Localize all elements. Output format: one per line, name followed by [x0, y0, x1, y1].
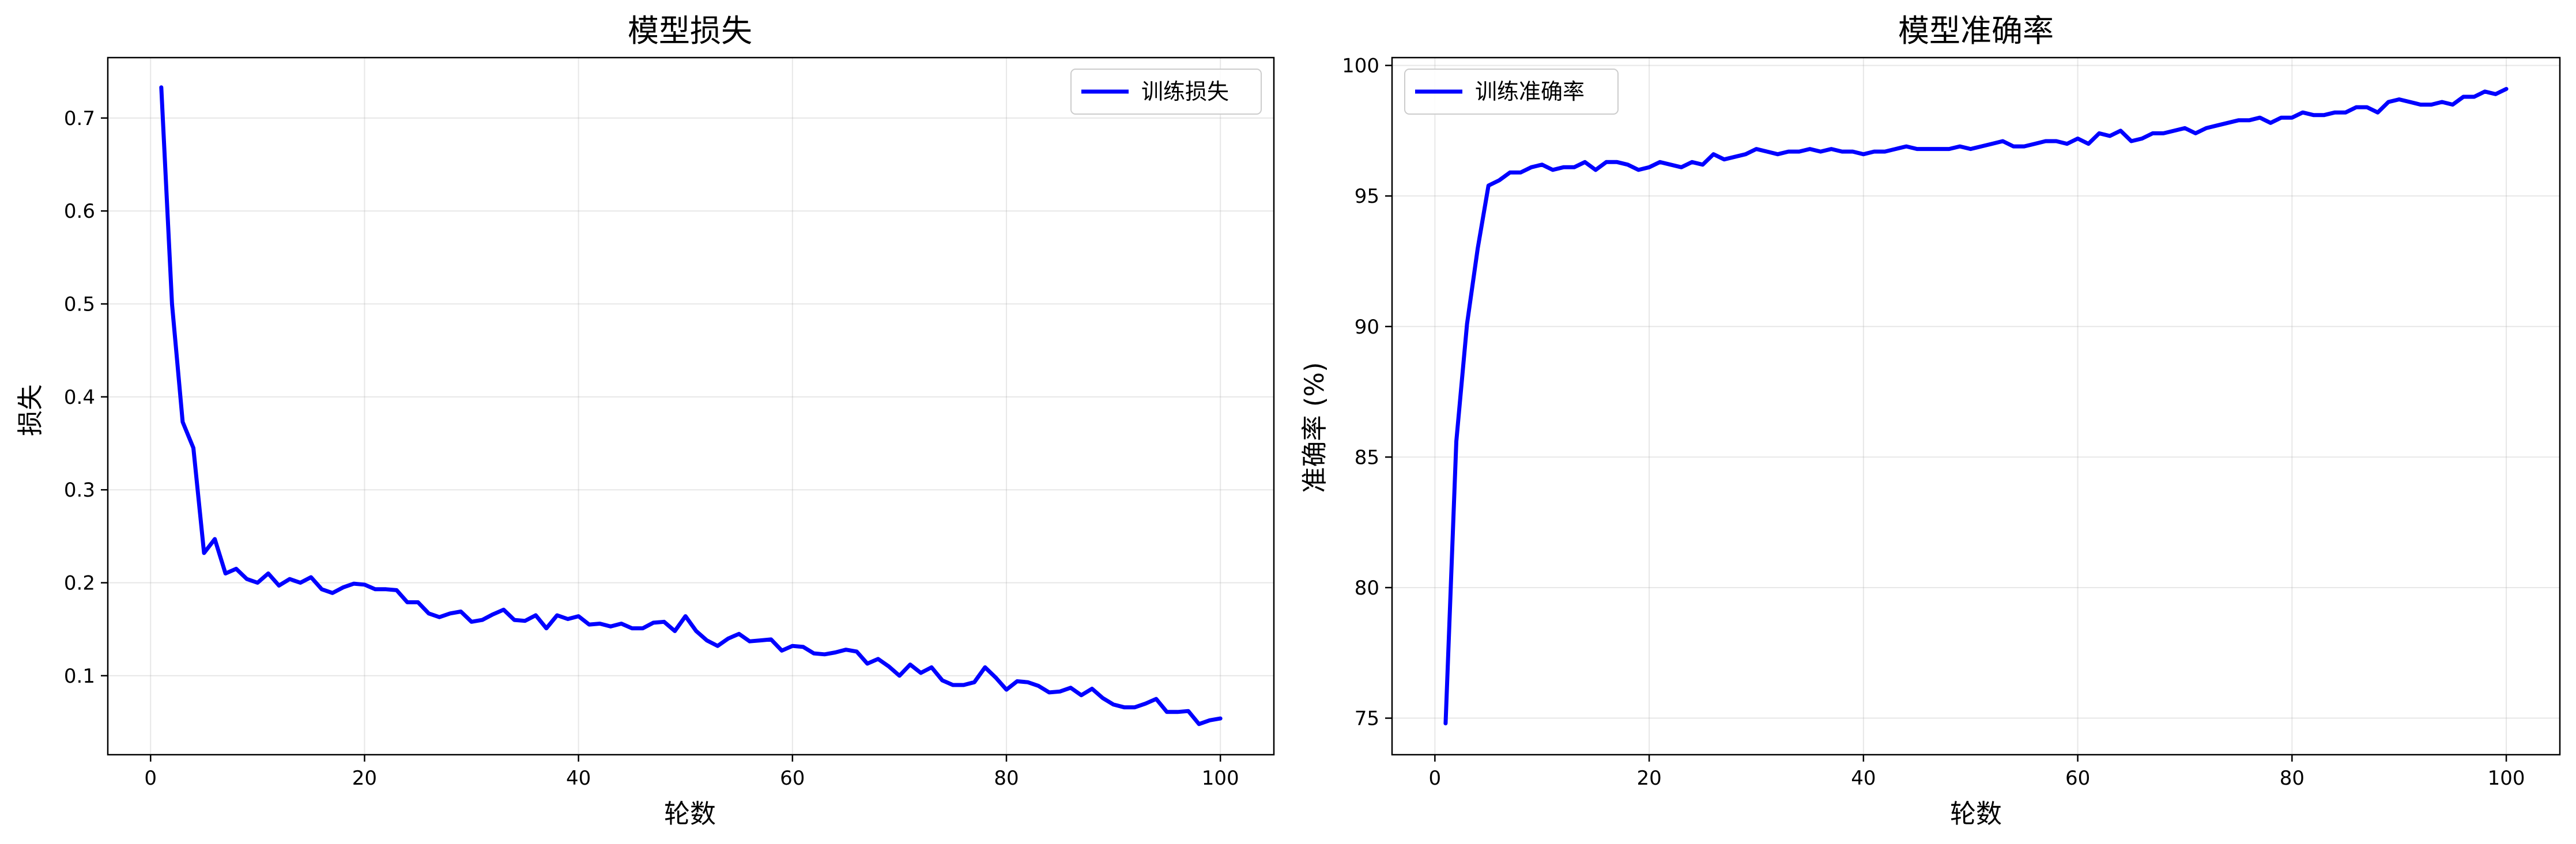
legend-box [1404, 69, 1619, 115]
x-tick-label: 20 [352, 767, 377, 790]
y-axis-label-loss: 损失 [15, 384, 46, 436]
legend: 训练损失 [1070, 69, 1262, 115]
series-line [159, 85, 1223, 726]
legend: 训练准确率 [1404, 69, 1619, 115]
y-axis-label-accuracy: 准确率 (%) [1299, 362, 1330, 493]
legend-label: 训练损失 [1141, 79, 1229, 104]
y-tick-label: 100 [1342, 55, 1379, 78]
x-tick-label: 80 [994, 767, 1019, 790]
x-tick-label: 60 [780, 767, 805, 790]
legend-box [1070, 69, 1262, 115]
x-axis-label-accuracy: 轮数 [1950, 798, 2002, 829]
y-tick-label: 0.2 [64, 572, 95, 595]
axes-frame [107, 56, 1275, 756]
y-tick-label: 0.6 [64, 200, 95, 223]
x-tick-label: 80 [2280, 767, 2305, 790]
y-tick-label: 90 [1355, 316, 1379, 339]
y-tick-label: 80 [1355, 577, 1379, 600]
x-tick-label: 60 [2065, 767, 2090, 790]
x-tick-label: 40 [1851, 767, 1876, 790]
y-tick-label: 0.4 [64, 386, 95, 409]
plot-area-accuracy: 0 20 40 60 80 100 75 80 85 90 95 100 训练准确率 [1342, 55, 2561, 790]
x-tick-label: 20 [1636, 767, 1661, 790]
legend-label: 训练准确率 [1475, 79, 1585, 104]
x-tick-label: 100 [1202, 767, 1239, 790]
chart-panel-loss: 模型损失 轮数 损失 [15, 13, 752, 829]
y-tick-label: 75 [1355, 707, 1379, 731]
chart-title-loss: 模型损失 [628, 13, 752, 49]
y-tick-label: 0.3 [64, 479, 95, 502]
y-tick-label: 0.7 [64, 107, 95, 130]
x-tick-label: 40 [566, 767, 591, 790]
chart-panel-accuracy: 模型准确率 轮数 准确率 (%) [1299, 13, 2054, 829]
series-line [1443, 86, 2509, 726]
x-tick-label: 0 [144, 767, 157, 790]
axes-frame [1391, 56, 2561, 756]
y-tick-label: 0.1 [64, 665, 95, 688]
x-tick-label: 0 [1429, 767, 1442, 790]
x-tick-label: 100 [2488, 767, 2525, 790]
y-tick-label: 85 [1355, 446, 1379, 469]
y-tick-label: 95 [1355, 185, 1379, 208]
x-axis-label-loss: 轮数 [664, 798, 716, 829]
y-tick-label: 0.5 [64, 293, 95, 316]
chart-title-accuracy: 模型准确率 [1898, 13, 2054, 49]
plot-area-loss: 0 20 40 60 80 100 0.1 0.2 0.3 0.4 0.5 0.6 0.7 训练损失 [64, 56, 1275, 790]
